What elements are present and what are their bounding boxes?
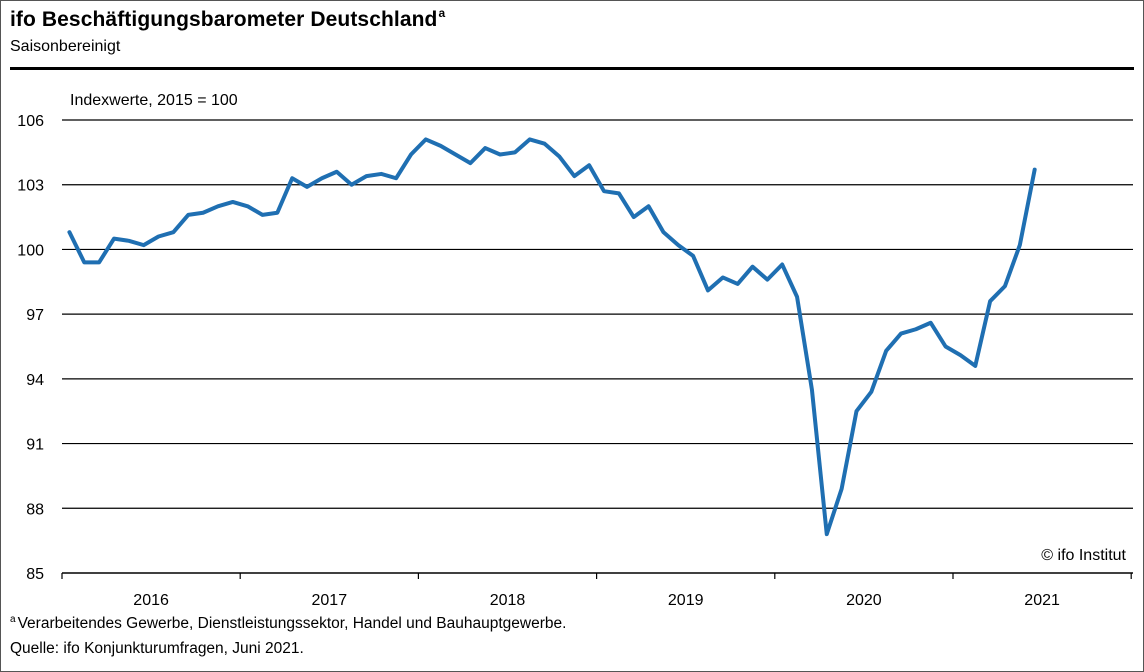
x-tick-label: 2020 [846, 592, 882, 609]
grid-lines [62, 119, 1133, 574]
footnote-marker: a [10, 614, 16, 625]
y-axis-label: Indexwerte, 2015 = 100 [70, 92, 238, 109]
chart-title: ifo Beschäftigungsbarometer Deutschlanda [10, 6, 446, 31]
x-axis: 2016 2017 2018 2019 2020 2021 [61, 573, 1132, 609]
copyright-label: © ifo Institut [1041, 547, 1126, 564]
series-line [67, 137, 1037, 537]
y-tick-label: 106 [17, 113, 44, 130]
y-tick-label: 88 [26, 501, 44, 518]
y-tick-label: 100 [17, 242, 44, 259]
y-tick-label: 103 [17, 178, 44, 195]
series-group [67, 137, 1037, 537]
y-tick-label: 85 [26, 566, 44, 583]
x-tick-label: 2021 [1024, 592, 1060, 609]
y-tick-label: 94 [26, 372, 44, 389]
chart-subtitle: Saisonbereinigt [10, 38, 121, 55]
x-tick-label: 2017 [312, 592, 348, 609]
title-footnote-marker: a [438, 6, 446, 20]
y-axis-tick-labels: 85 88 91 94 97 100 103 106 [17, 113, 44, 583]
y-tick-label: 97 [26, 307, 44, 324]
source-note: Quelle: ifo Konjunkturumfragen, Juni 202… [10, 640, 304, 657]
title-rule [10, 67, 1134, 70]
footnote: a Verarbeitendes Gewerbe, Dienstleistungs… [10, 614, 567, 632]
x-tick-label: 2016 [133, 592, 169, 609]
x-tick-label: 2018 [490, 592, 526, 609]
y-tick-label: 91 [26, 437, 44, 454]
x-tick-label: 2019 [668, 592, 704, 609]
